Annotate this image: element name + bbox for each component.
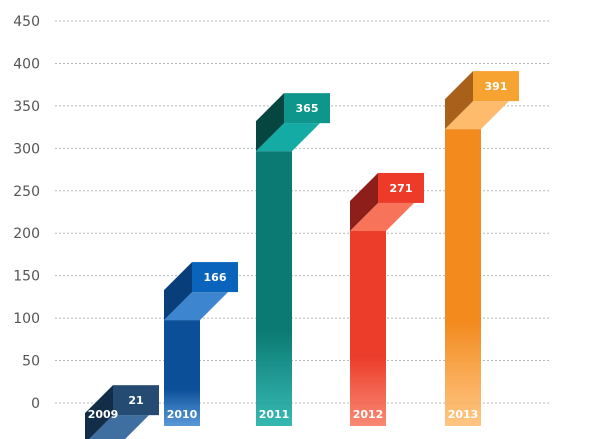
x-tick-label: 2011 [259, 408, 290, 421]
bar-top-face [445, 101, 509, 130]
y-tick-label: 100 [13, 311, 40, 327]
bar-2012: 271 2012 [350, 172, 424, 426]
bar-front [256, 151, 292, 426]
y-tick-label: 150 [13, 269, 40, 285]
x-tick-label: 2012 [353, 408, 384, 421]
y-tick-label: 200 [13, 226, 40, 242]
x-tick-label: 2010 [167, 408, 198, 421]
data-label: 166 [204, 271, 227, 284]
y-axis: 0 50 100 150 200 250 300 350 400 450 [13, 14, 40, 412]
bar-front [164, 320, 200, 426]
bar-front [445, 129, 481, 426]
bar-2009: 21 2009 [85, 385, 159, 439]
bar-tip-side [445, 71, 473, 130]
bar-2011: 365 2011 [256, 93, 330, 426]
bar-tip-side [164, 262, 192, 321]
bar-tip-front [284, 93, 330, 124]
bar-2010: 166 2010 [164, 262, 238, 426]
data-label: 391 [485, 80, 508, 93]
bars: 21 2009 166 2010 365 2011 271 2012 391 2013 [85, 71, 519, 439]
bar-tip-side [256, 93, 284, 152]
y-tick-label: 250 [13, 184, 40, 200]
y-tick-label: 450 [13, 14, 40, 30]
bar-front [350, 230, 386, 426]
x-tick-label: 2013 [448, 408, 479, 421]
y-tick-label: 350 [13, 99, 40, 115]
bar-top-face [256, 123, 320, 152]
data-label: 271 [390, 182, 413, 195]
data-label: 21 [128, 394, 143, 407]
y-tick-label: 400 [13, 56, 40, 72]
bar-tip-front [192, 262, 238, 293]
bar-tip-side [350, 172, 378, 231]
y-tick-label: 300 [13, 141, 40, 157]
bar-tip-front [473, 71, 519, 102]
bar-tip-side [85, 385, 113, 439]
bar-2013: 391 2013 [445, 71, 519, 426]
bar-top-face [350, 202, 414, 231]
data-label: 365 [296, 102, 319, 115]
bar-tip-front [113, 385, 159, 416]
bar-top-face [89, 415, 149, 439]
bar-tip-front [378, 172, 424, 203]
bar-top-face [164, 292, 228, 321]
y-tick-label: 0 [31, 396, 40, 412]
y-tick-label: 50 [22, 354, 40, 370]
x-tick-label: 2009 [88, 408, 119, 421]
